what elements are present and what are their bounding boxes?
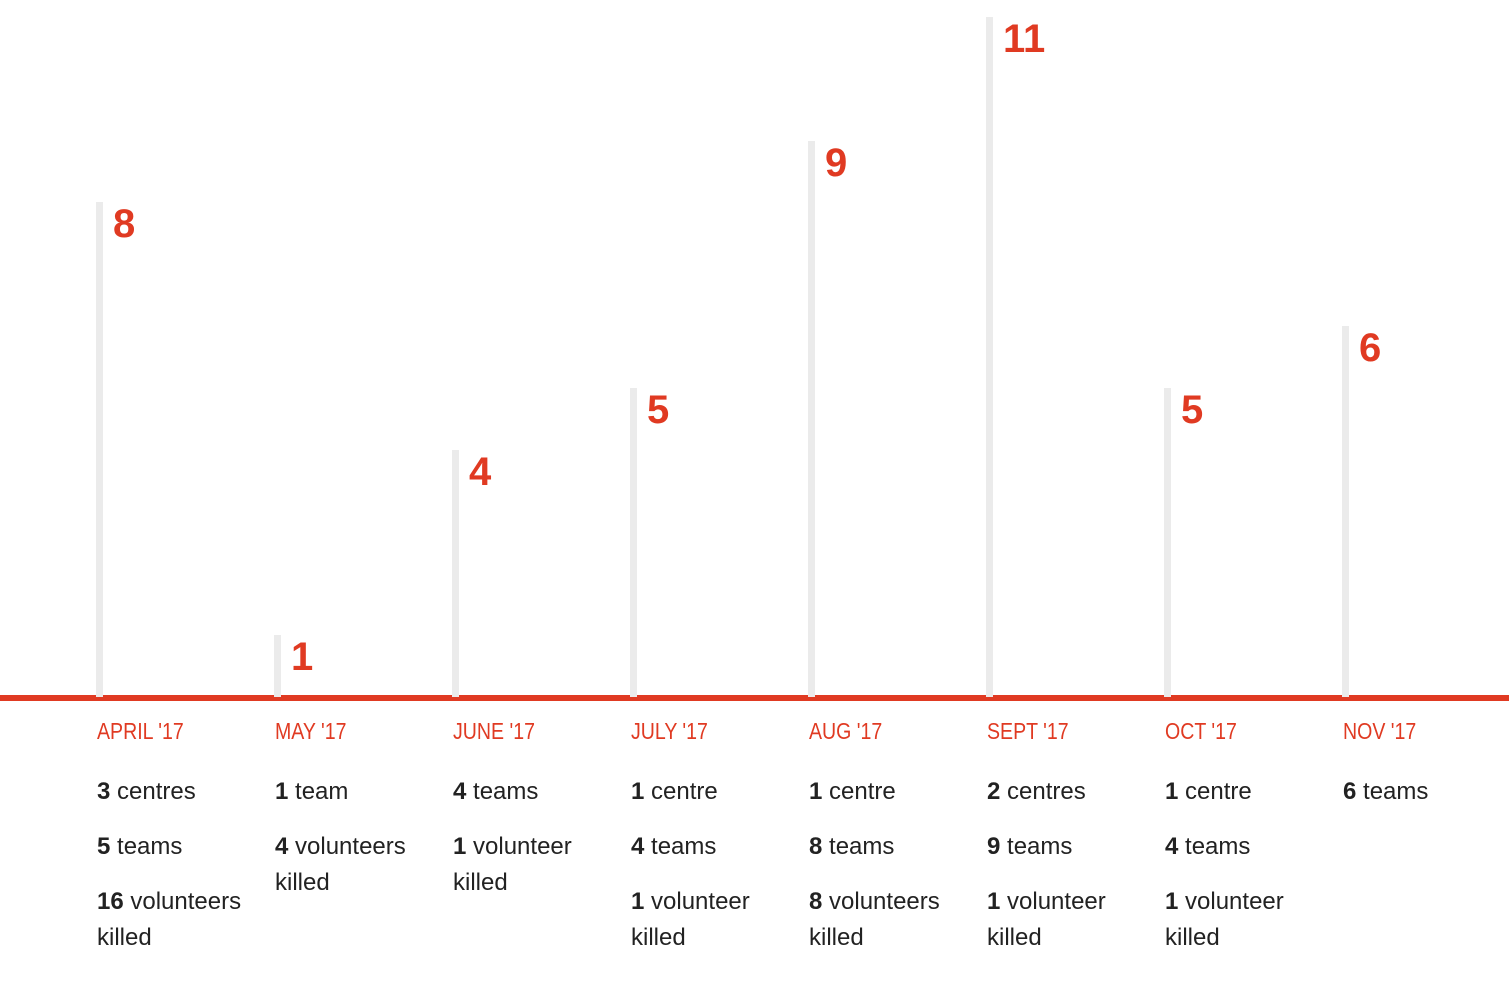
detail-label: volunteer killed [453, 833, 572, 896]
detail-count: 1 [1165, 888, 1179, 915]
detail-item: 6 teams [1343, 774, 1508, 810]
baseline [0, 695, 1509, 701]
detail-count: 8 [809, 833, 823, 860]
detail-count: 4 [275, 833, 289, 860]
details: 3 centres 5 teams 16 volunteers killed [97, 774, 262, 975]
detail-count: 3 [97, 778, 111, 805]
detail-item: 9 teams [987, 829, 1152, 865]
detail-label: volunteer killed [1165, 888, 1284, 951]
bar [1342, 326, 1349, 697]
bar [1164, 387, 1171, 697]
detail-item: 1 volunteer killed [631, 884, 796, 956]
bar [808, 140, 815, 697]
detail-label: teams [651, 833, 717, 860]
detail-count: 4 [631, 833, 645, 860]
value-label: 9 [825, 140, 848, 185]
month-label: JUNE '17 [453, 718, 535, 744]
detail-label: teams [829, 833, 895, 860]
details: 1 centre 4 teams 1 volunteer killed [1165, 774, 1330, 975]
detail-item: 2 centres [987, 774, 1152, 810]
value-label: 8 [113, 202, 136, 247]
detail-item: 4 teams [631, 829, 796, 865]
detail-count: 9 [987, 833, 1001, 860]
detail-count: 4 [453, 778, 467, 805]
detail-label: centres [1007, 778, 1086, 805]
detail-count: 1 [631, 778, 645, 805]
month-label: OCT '17 [1165, 718, 1237, 744]
detail-item: 1 volunteer killed [453, 829, 618, 901]
detail-count: 1 [1165, 778, 1179, 805]
month-label: SEPT '17 [987, 718, 1069, 744]
month-label: APRIL '17 [97, 718, 184, 744]
detail-label: team [295, 778, 349, 805]
value-label: 5 [647, 387, 670, 432]
detail-count: 6 [1343, 778, 1357, 805]
detail-item: 1 team [275, 774, 440, 810]
detail-label: teams [1185, 833, 1251, 860]
details: 1 centre 4 teams 1 volunteer killed [631, 774, 796, 975]
value-label: 5 [1181, 387, 1204, 432]
detail-item: 1 centre [631, 774, 796, 810]
details: 6 teams [1343, 774, 1508, 829]
detail-item: 5 teams [97, 829, 262, 865]
detail-label: teams [473, 778, 539, 805]
details: 4 teams 1 volunteer killed [453, 774, 618, 920]
detail-count: 1 [275, 778, 289, 805]
detail-count: 1 [987, 888, 1001, 915]
bar [96, 202, 103, 697]
detail-label: volunteers killed [809, 888, 940, 951]
month-label: JULY '17 [631, 718, 708, 744]
detail-label: volunteers killed [97, 888, 242, 951]
detail-count: 1 [631, 888, 645, 915]
details: 2 centres 9 teams 1 volunteer killed [987, 774, 1152, 975]
detail-label: volunteer killed [987, 888, 1106, 951]
bar [452, 449, 459, 697]
detail-label: volunteer killed [631, 888, 750, 951]
detail-label: teams [1007, 833, 1073, 860]
details: 1 team 4 volunteers killed [275, 774, 440, 920]
detail-label: centre [651, 778, 718, 805]
detail-item: 8 volunteers killed [809, 884, 974, 956]
detail-item: 16 volunteers killed [97, 884, 262, 956]
detail-item: 4 volunteers killed [275, 829, 440, 901]
value-label: 1 [291, 635, 314, 680]
detail-item: 1 centre [1165, 774, 1330, 810]
detail-label: teams [1363, 778, 1429, 805]
detail-count: 8 [809, 888, 823, 915]
value-label: 6 [1359, 326, 1382, 371]
detail-item: 1 centre [809, 774, 974, 810]
detail-count: 16 [97, 888, 124, 915]
detail-label: centre [829, 778, 896, 805]
detail-item: 1 volunteer killed [1165, 884, 1330, 956]
value-label: 11 [1003, 17, 1046, 61]
bar [986, 17, 993, 697]
detail-count: 4 [1165, 833, 1179, 860]
bar [630, 387, 637, 697]
month-label: MAY '17 [275, 718, 347, 744]
detail-item: 1 volunteer killed [987, 884, 1152, 956]
detail-item: 4 teams [1165, 829, 1330, 865]
detail-label: centre [1185, 778, 1252, 805]
detail-count: 5 [97, 833, 111, 860]
month-label: AUG '17 [809, 718, 883, 744]
detail-count: 1 [809, 778, 823, 805]
value-label: 4 [469, 449, 492, 494]
detail-label: volunteers killed [275, 833, 406, 896]
detail-label: centres [117, 778, 196, 805]
details: 1 centre 8 teams 8 volunteers killed [809, 774, 974, 975]
detail-count: 2 [987, 778, 1001, 805]
detail-label: teams [117, 833, 183, 860]
detail-item: 4 teams [453, 774, 618, 810]
bar [274, 635, 281, 697]
detail-item: 3 centres [97, 774, 262, 810]
month-label: NOV '17 [1343, 718, 1417, 744]
detail-count: 1 [453, 833, 467, 860]
detail-item: 8 teams [809, 829, 974, 865]
